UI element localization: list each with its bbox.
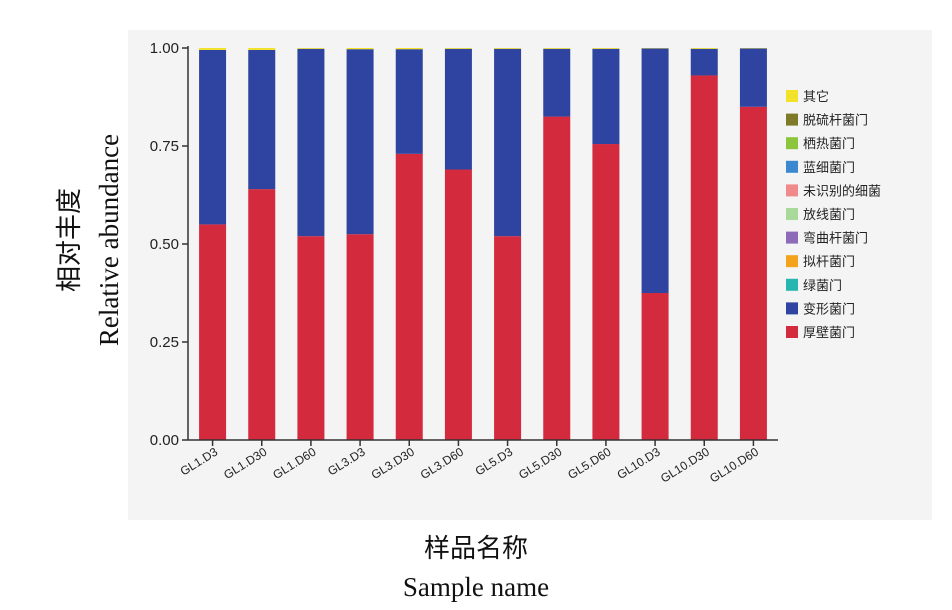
legend-swatch [786,90,798,102]
legend-label: 弯曲杆菌门 [803,231,868,247]
y-tick-label: 1.00 [150,40,179,57]
bars-layer [199,48,767,441]
legend-swatch [786,326,798,338]
bar-segment [690,48,718,76]
bar-segment [444,48,472,170]
bar-segment [346,49,374,235]
legend-label: 蓝细菌门 [803,161,855,176]
bar-segment [248,189,276,440]
bar-segment [346,48,374,50]
legend-label: 其它 [803,89,829,105]
bar-segment [199,48,227,50]
legend-label: 变形菌门 [803,301,855,317]
bar-segment [592,48,620,145]
bar-segment [297,48,325,49]
bar-segment [248,48,276,50]
bar-segment [346,234,374,440]
y-axis-title-en: Relative abundance [94,134,124,346]
bar-segment [444,48,472,49]
bar-segment [297,48,325,237]
legend-swatch [786,255,798,268]
legend-swatch [786,160,798,173]
legend-label: 拟杆菌门 [803,255,855,270]
bar-segment [739,106,767,441]
y-tick-label: 0.25 [150,334,179,351]
bar-segment [543,48,571,117]
legend-label: 绿菌门 [803,279,842,294]
legend-swatch [786,208,798,220]
bar-segment [494,236,522,440]
bar-segment [543,48,571,49]
bar-segment [494,48,522,237]
legend: 其它脱硫杆菌门栖热菌门蓝细菌门未识别的细菌放线菌门弯曲杆菌门拟杆菌门绿菌门变形菌… [786,89,881,341]
bar-segment [592,144,620,441]
legend-label: 厚壁菌门 [803,326,855,341]
bar-segment [444,169,472,440]
legend-swatch [786,278,798,291]
bar-segment [199,49,227,225]
legend-swatch [786,137,798,150]
bar-segment [690,75,718,440]
legend-label: 栖热菌门 [803,137,855,152]
legend-label: 脱硫杆菌门 [803,114,868,129]
bar-segment [641,293,669,440]
legend-label: 放线菌门 [803,208,855,223]
x-axis-title-en: Sample name [403,572,549,602]
y-tick-label: 0.75 [150,138,179,155]
bar-segment [248,49,276,190]
bar-segment [297,236,325,440]
bar-segment [739,48,767,107]
y-tick-label: 0.50 [150,236,179,253]
bar-segment [641,48,669,293]
bar-segment [543,116,571,440]
bar-segment [395,153,423,440]
legend-swatch [786,184,798,197]
bar-segment [494,48,522,49]
legend-label: 未识别的细菌 [803,183,881,199]
legend-swatch [786,302,798,315]
bar-segment [690,48,718,49]
bar-segment [395,48,423,50]
legend-swatch [786,231,798,244]
bar-segment [395,49,423,154]
bar-segment [199,224,227,440]
bar-segment [592,48,620,49]
x-axis-title-cn: 样品名称 [424,534,528,564]
legend-swatch [786,113,798,126]
y-tick-label: 0.00 [150,432,179,449]
y-axis-title-cn: 相对丰度 [55,188,85,292]
